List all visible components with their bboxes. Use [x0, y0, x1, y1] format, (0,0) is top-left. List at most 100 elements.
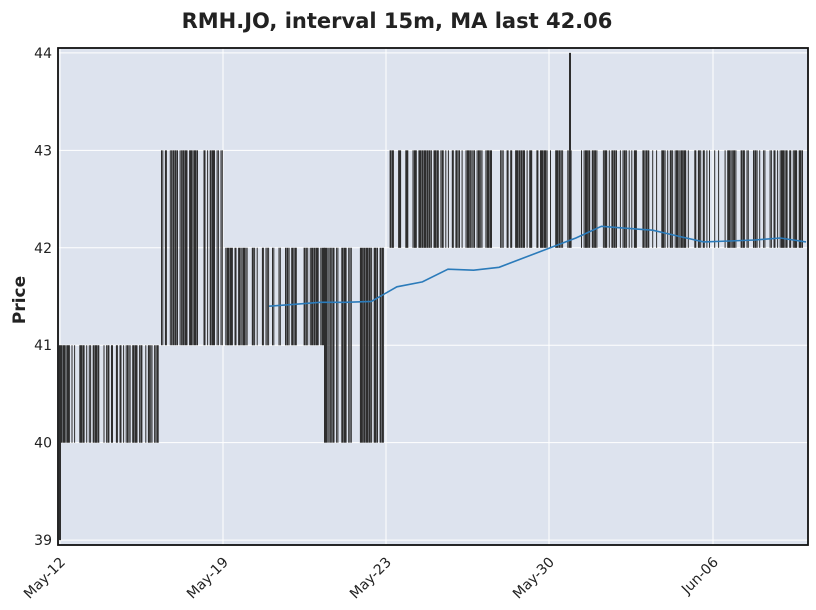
candle-222: [724, 150, 726, 248]
candle-55: [212, 150, 215, 346]
candle-147: [476, 150, 478, 248]
candle-235: [759, 150, 761, 248]
candle-115: [377, 247, 378, 443]
candle-153: [490, 150, 492, 248]
candle-229: [742, 150, 745, 248]
candle-238: [769, 150, 771, 248]
candle-108: [350, 247, 352, 443]
candle-28: [140, 345, 143, 443]
candle-154: [500, 150, 502, 248]
candle-240: [773, 150, 776, 248]
candle-118: [389, 150, 392, 248]
candle-84: [291, 247, 294, 346]
candle-45: [180, 150, 182, 346]
candle-194: [631, 150, 633, 248]
ma-line: [268, 225, 807, 307]
candle-66: [241, 247, 243, 346]
candle-245: [785, 150, 788, 248]
candle-206: [672, 150, 674, 248]
candle-174: [567, 150, 569, 248]
candle-9: [88, 345, 90, 443]
candle-26: [134, 345, 138, 443]
candle-95: [321, 247, 325, 346]
x-tick-label-4: Jun-06: [678, 554, 722, 598]
candle-182: [596, 150, 598, 248]
y-tick-label-42: 42: [34, 241, 52, 257]
candle-166: [540, 150, 543, 248]
candle-246: [789, 150, 792, 248]
candle-195: [633, 150, 637, 248]
candle-50: [193, 150, 197, 346]
candle-85: [293, 247, 295, 346]
candle-155: [501, 150, 503, 248]
candle-171: [558, 150, 561, 248]
candle-210: [679, 150, 681, 248]
candle-36: [161, 150, 162, 346]
candle-186: [611, 150, 614, 248]
candle-104: [341, 247, 344, 443]
candle-70: [251, 247, 254, 346]
candle-175: [568, 150, 572, 248]
candle-189: [619, 150, 621, 248]
candle-183: [602, 150, 604, 248]
candle-142: [466, 150, 470, 248]
candle-241: [777, 150, 779, 248]
candle-2: [65, 345, 67, 443]
candle-90: [309, 247, 311, 346]
candle-87: [303, 247, 306, 346]
candle-230: [746, 150, 748, 248]
x-tick-label-3: May-30: [510, 555, 558, 603]
plot-frame: [57, 47, 809, 546]
candle-41: [172, 150, 175, 346]
candle-47: [184, 150, 188, 346]
candle-220: [714, 150, 716, 248]
candle-103: [337, 247, 339, 443]
candle-75: [266, 247, 268, 346]
candle-204: [667, 150, 669, 248]
candle-7: [82, 345, 85, 443]
candle-98: [328, 247, 330, 443]
candle-250: [802, 150, 803, 248]
candle-43: [177, 150, 178, 346]
candle-51: [197, 150, 198, 346]
candle-110: [363, 247, 366, 443]
candle-15: [106, 345, 108, 443]
candle-134: [445, 150, 447, 248]
candle-68: [245, 247, 247, 346]
candle-high-spike: [569, 52, 571, 151]
candle-178: [584, 150, 588, 248]
candle-91: [311, 247, 314, 346]
candle-63: [234, 247, 237, 346]
candle-58: [220, 150, 222, 346]
candle-242: [779, 150, 781, 248]
candle-39: [169, 150, 171, 346]
candle-185: [608, 150, 610, 248]
candle-10: [90, 345, 92, 443]
candle-61: [226, 247, 230, 346]
candle-101: [332, 247, 335, 443]
candle-192: [626, 150, 628, 248]
candle-135: [447, 150, 449, 248]
candle-60: [225, 247, 227, 346]
candle-244: [784, 150, 786, 248]
candle-124: [418, 150, 422, 248]
candle-89: [307, 247, 309, 346]
y-tick-label-39: 39: [34, 533, 52, 549]
candle-17: [111, 345, 113, 443]
y-axis-label: Price: [10, 276, 30, 324]
candle-30: [147, 345, 150, 443]
candle-239: [770, 150, 772, 248]
candle-86: [294, 247, 297, 346]
candle-191: [623, 150, 626, 248]
candle-187: [613, 150, 616, 248]
candle-145: [472, 150, 474, 248]
candle-48: [189, 150, 193, 346]
candle-173: [562, 150, 564, 248]
candle-3: [66, 345, 70, 443]
candle-237: [764, 150, 766, 248]
candle-109: [359, 247, 363, 443]
candle-160: [518, 150, 521, 248]
x-ticks: May-12 May-19 May-23 May-30 Jun-06: [21, 554, 722, 602]
candle-77: [272, 247, 273, 346]
candle-44: [179, 150, 181, 346]
